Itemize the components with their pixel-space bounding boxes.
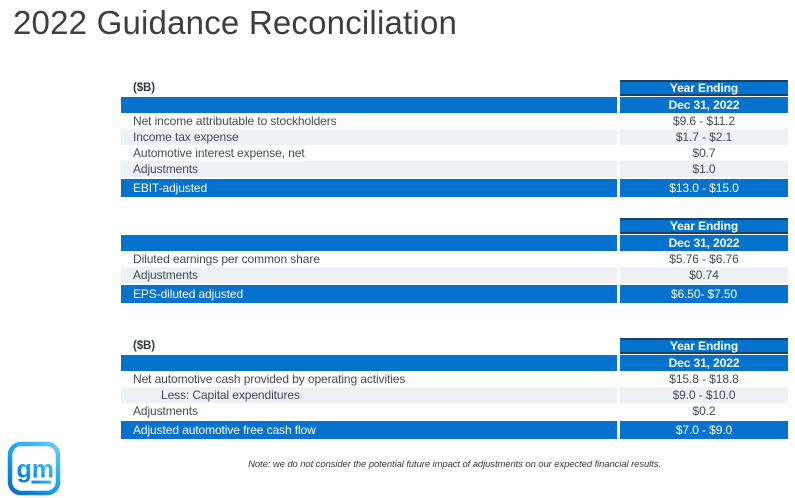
table-row: Less: Capital expenditures $9.0 - $10.0: [121, 387, 788, 403]
gm-logo-text: gm: [17, 456, 55, 484]
row-label: Adjustments: [121, 161, 617, 177]
eps-diluted-table: Year Ending Dec 31, 2022 Diluted earning…: [121, 218, 788, 303]
period-header-spacer: [121, 235, 617, 251]
period-header-row: Dec 31, 2022: [121, 235, 788, 251]
row-value: $0.2: [692, 404, 716, 418]
row-label: EBIT-adjusted: [121, 179, 617, 197]
total-row: EPS-diluted adjusted $6.50- $7.50: [121, 285, 788, 303]
page-title: 2022 Guidance Reconciliation: [13, 4, 458, 41]
row-label: Income tax expense: [121, 129, 617, 145]
total-row: Adjusted automotive free cash flow $7.0 …: [121, 421, 788, 439]
period-header: Dec 31, 2022: [620, 235, 788, 251]
table-row: Diluted earnings per common share $5.76 …: [121, 251, 788, 267]
table-row: Automotive interest expense, net $0.7: [121, 145, 788, 161]
row-value: $9.0 - $10.0: [620, 387, 788, 403]
row-value: $9.6 - $11.2: [673, 114, 735, 128]
period-header-spacer: [121, 355, 617, 371]
table-row: Net income attributable to stockholders …: [121, 113, 788, 129]
row-label: EPS-diluted adjusted: [121, 285, 617, 303]
table-row: Net automotive cash provided by operatin…: [121, 371, 788, 387]
row-label: Net income attributable to stockholders: [133, 114, 337, 128]
row-label: Less: Capital expenditures: [121, 387, 617, 403]
row-value: $6.50- $7.50: [620, 285, 788, 303]
row-value: $1.0: [620, 161, 788, 177]
row-label: Net automotive cash provided by operatin…: [133, 372, 406, 386]
period-header: Dec 31, 2022: [620, 97, 788, 113]
period-header-spacer: [121, 97, 617, 113]
year-ending-header: Year Ending: [620, 338, 788, 354]
period-header-row: Dec 31, 2022: [121, 97, 788, 113]
total-row: EBIT-adjusted $13.0 - $15.0: [121, 179, 788, 197]
free-cash-flow-table: ($B) Year Ending Dec 31, 2022 Net automo…: [121, 338, 788, 439]
row-label: Adjusted automotive free cash flow: [121, 421, 617, 439]
unit-label: ($B): [133, 340, 155, 352]
row-label: Adjustments: [133, 404, 198, 418]
table-row: Adjustments $0.2: [121, 403, 788, 419]
row-value: $15.8 - $18.8: [669, 372, 739, 386]
row-value: $13.0 - $15.0: [620, 179, 788, 197]
year-ending-header: Year Ending: [620, 80, 788, 96]
gm-logo-icon: gm: [7, 441, 61, 496]
table-header-row: ($B) Year Ending: [121, 338, 788, 354]
unit-label: [121, 218, 617, 234]
table-row: Adjustments $1.0: [121, 161, 788, 177]
row-label: Automotive interest expense, net: [133, 146, 305, 160]
period-header-row: Dec 31, 2022: [121, 355, 788, 371]
table-row: Adjustments $0.74: [121, 267, 788, 283]
unit-label: ($B): [133, 82, 155, 94]
row-value: $7.0 - $9.0: [620, 421, 788, 439]
row-value: $0.7: [692, 146, 716, 160]
table-row: Income tax expense $1.7 - $2.1: [121, 129, 788, 145]
footnote: Note: we do not consider the potential f…: [248, 459, 661, 470]
ebit-adjusted-table: ($B) Year Ending Dec 31, 2022 Net income…: [121, 80, 788, 197]
row-value: $0.74: [620, 267, 788, 283]
row-value: $1.7 - $2.1: [620, 129, 788, 145]
period-header: Dec 31, 2022: [620, 355, 788, 371]
table-header-row: Year Ending: [121, 218, 788, 234]
row-label: Adjustments: [121, 267, 617, 283]
row-value: $5.76 - $6.76: [669, 252, 739, 266]
table-header-row: ($B) Year Ending: [121, 80, 788, 96]
year-ending-header: Year Ending: [620, 218, 788, 234]
row-label: Diluted earnings per common share: [133, 252, 320, 266]
